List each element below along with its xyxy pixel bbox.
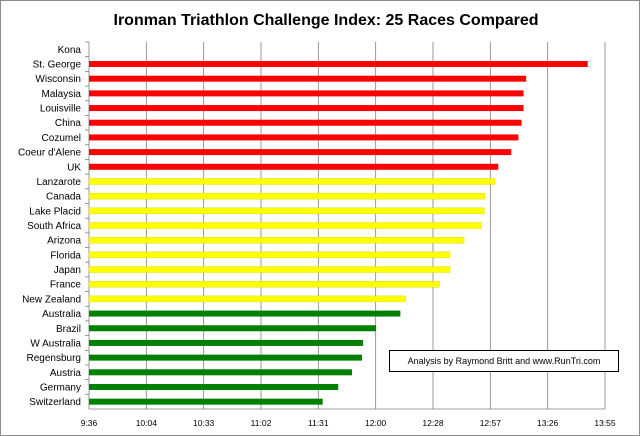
- bar: [89, 369, 352, 376]
- x-tick-label: 13:55: [594, 418, 616, 428]
- bar: [88, 281, 440, 288]
- x-tick-label: 12:00: [365, 418, 387, 428]
- x-tick-label: 9:36: [81, 418, 98, 428]
- category-labels: Kona St. George Wisconsin Malaysia Louisvill…: [18, 41, 89, 408]
- category-label: Kona: [58, 45, 82, 56]
- category-label: Regensburg: [27, 353, 81, 364]
- chart-title: Ironman Triathlon Challenge Index: 25 Ra…: [114, 12, 539, 29]
- bar: [89, 134, 519, 141]
- category-label: New Zealand: [22, 294, 81, 305]
- category-label: Germany: [40, 382, 81, 393]
- bars: [88, 61, 588, 405]
- x-tick-label: 12:28: [422, 418, 444, 428]
- bar: [89, 325, 377, 332]
- category-label: Brazil: [56, 324, 81, 335]
- x-tick-label: 11:02: [251, 418, 272, 428]
- x-tick-label: 11:31: [308, 418, 329, 428]
- bar: [89, 61, 588, 68]
- bar: [89, 90, 524, 97]
- category-label: Wisconsin: [35, 74, 81, 85]
- bar: [89, 119, 522, 126]
- bar: [89, 163, 499, 170]
- bar: [88, 236, 465, 244]
- category-label: Arizona: [47, 236, 81, 247]
- bar: [88, 222, 482, 229]
- category-label: Canada: [46, 192, 81, 203]
- category-label: Florida: [50, 250, 81, 261]
- bar: [89, 383, 339, 390]
- bar: [88, 207, 485, 215]
- attribution-note: Analysis by Raymond Britt and www.RunTri…: [389, 350, 619, 372]
- category-label: Switzerland: [29, 397, 81, 408]
- x-tick-label: 12:57: [480, 418, 502, 428]
- bar: [89, 75, 527, 82]
- category-label: South Africa: [27, 221, 81, 232]
- bar: [89, 149, 512, 156]
- bar: [89, 354, 362, 361]
- x-tick-label: 13:26: [537, 418, 559, 428]
- category-label: Australia: [42, 309, 81, 320]
- x-tick-label: 10:33: [193, 418, 215, 428]
- bar: [89, 310, 401, 317]
- category-label: St. George: [33, 60, 82, 71]
- category-label: China: [55, 118, 82, 129]
- category-label: Lake Placid: [29, 206, 81, 217]
- bar: [88, 178, 496, 185]
- category-label: Lanzarote: [37, 177, 82, 188]
- category-label: UK: [67, 162, 81, 173]
- bar: [89, 105, 524, 112]
- x-tick-label: 10:04: [136, 418, 158, 428]
- category-label: Austria: [50, 368, 82, 379]
- category-label: Louisville: [40, 104, 82, 115]
- bar: [88, 295, 406, 303]
- category-label: Coeur d'Alene: [18, 148, 82, 159]
- category-label: W Australia: [30, 338, 81, 349]
- x-tick-labels: 9:36 10:04 10:33 11:02 11:31 12:00 12:28 12:57 1…: [81, 418, 616, 428]
- category-label: Cozumel: [42, 133, 81, 144]
- category-label: Malaysia: [42, 89, 82, 100]
- category-label: Japan: [54, 265, 81, 276]
- bar: [89, 398, 323, 405]
- bar: [89, 339, 364, 346]
- bar: [88, 251, 451, 259]
- bar: [88, 192, 486, 200]
- category-label: France: [50, 280, 82, 291]
- bar: [88, 266, 451, 273]
